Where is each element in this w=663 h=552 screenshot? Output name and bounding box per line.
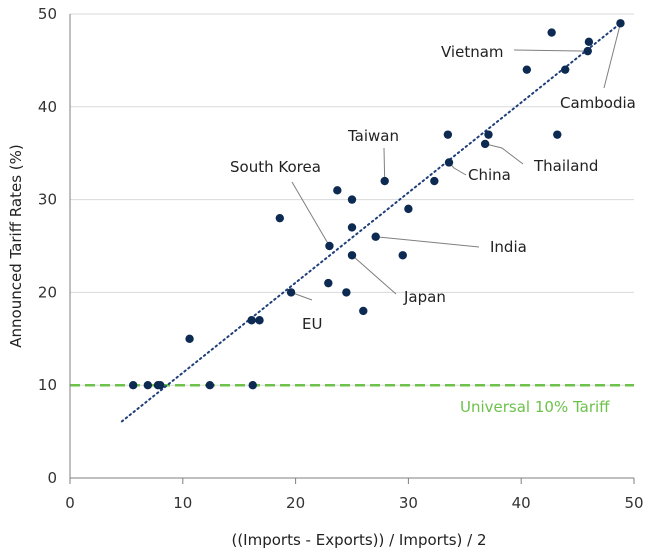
data-point-7: [247, 316, 256, 325]
data-point-5: [248, 381, 257, 390]
tick-labels: 0 10 20 30 40 50 0 10 20 30 40 50: [38, 5, 644, 512]
data-point-31: [560, 65, 570, 74]
data-point-22: [380, 176, 389, 186]
annotation-eu: EU: [302, 315, 322, 333]
annotation-china: China: [468, 166, 511, 184]
annotation-india: India: [490, 238, 527, 256]
annotation-thailand: Thailand: [533, 157, 598, 175]
data-point-34: [616, 19, 625, 28]
data-point-0: [128, 381, 138, 390]
annotation-labels: Vietnam Cambodia Taiwan China Thailand South …: [230, 43, 636, 333]
data-point-19: [404, 204, 413, 214]
annotation-south-korea: South Korea: [230, 158, 321, 176]
x-tick-label-10: 10: [173, 494, 192, 512]
data-point-23: [430, 176, 439, 186]
data-point-6: [185, 334, 194, 343]
x-tick-label-50: 50: [624, 494, 643, 512]
axes: [69, 14, 635, 484]
annotation-japan: Japan: [403, 288, 446, 306]
y-tick-label-0: 0: [47, 469, 57, 487]
data-point-29: [522, 65, 532, 74]
data-points: [128, 19, 625, 390]
data-point-15: [325, 241, 334, 251]
y-tick-label-30: 30: [38, 191, 57, 209]
y-tick-label-20: 20: [38, 283, 57, 301]
x-tick-label-0: 0: [65, 494, 75, 512]
data-point-33: [584, 37, 594, 47]
annotation-taiwan: Taiwan: [347, 127, 399, 145]
leader-line-india: [375, 236, 480, 248]
data-point-17: [347, 223, 357, 232]
y-tick-label-10: 10: [38, 376, 57, 394]
leader-line-thailand: [484, 143, 524, 165]
data-point-27: [484, 130, 493, 139]
leader-line-vietnam: [513, 49, 588, 52]
leader-line-cambodia: [603, 23, 621, 89]
data-point-20: [333, 186, 342, 195]
x-tick-label-40: 40: [512, 494, 531, 512]
data-point-3: [156, 381, 165, 390]
data-point-10: [324, 278, 333, 288]
data-point-32: [583, 46, 592, 56]
reference-line-label: Universal 10% Tariff: [460, 398, 610, 416]
x-tick-label-30: 30: [399, 494, 418, 512]
leader-line-south-korea: [291, 181, 330, 247]
data-point-16: [371, 232, 380, 241]
annotation-vietnam: Vietnam: [441, 43, 504, 61]
data-point-13: [398, 251, 407, 260]
data-point-30: [547, 28, 556, 37]
data-point-26: [480, 139, 490, 149]
data-point-18: [275, 213, 285, 223]
y-axis-title: Announced Tariff Rates (%): [7, 144, 25, 347]
data-point-11: [342, 288, 351, 297]
data-point-25: [443, 130, 453, 139]
x-tick-label-20: 20: [286, 494, 305, 512]
data-point-24: [444, 158, 454, 167]
data-point-28: [553, 130, 562, 139]
data-point-12: [359, 306, 368, 316]
y-tick-label-40: 40: [38, 98, 57, 116]
annotation-cambodia: Cambodia: [560, 94, 636, 112]
leader-line-japan: [351, 254, 397, 295]
data-point-1: [143, 381, 153, 390]
x-axis-title: ((Imports - Exports)) / Imports) / 2: [231, 531, 486, 549]
trendline: [120, 22, 622, 423]
data-point-9: [286, 288, 296, 297]
trendline-group: [120, 22, 622, 423]
data-point-4: [205, 381, 215, 390]
y-tick-label-50: 50: [38, 5, 57, 23]
data-point-21: [347, 195, 357, 204]
data-point-8: [255, 316, 264, 325]
data-point-14: [347, 251, 357, 260]
leader-line-taiwan: [383, 147, 386, 182]
